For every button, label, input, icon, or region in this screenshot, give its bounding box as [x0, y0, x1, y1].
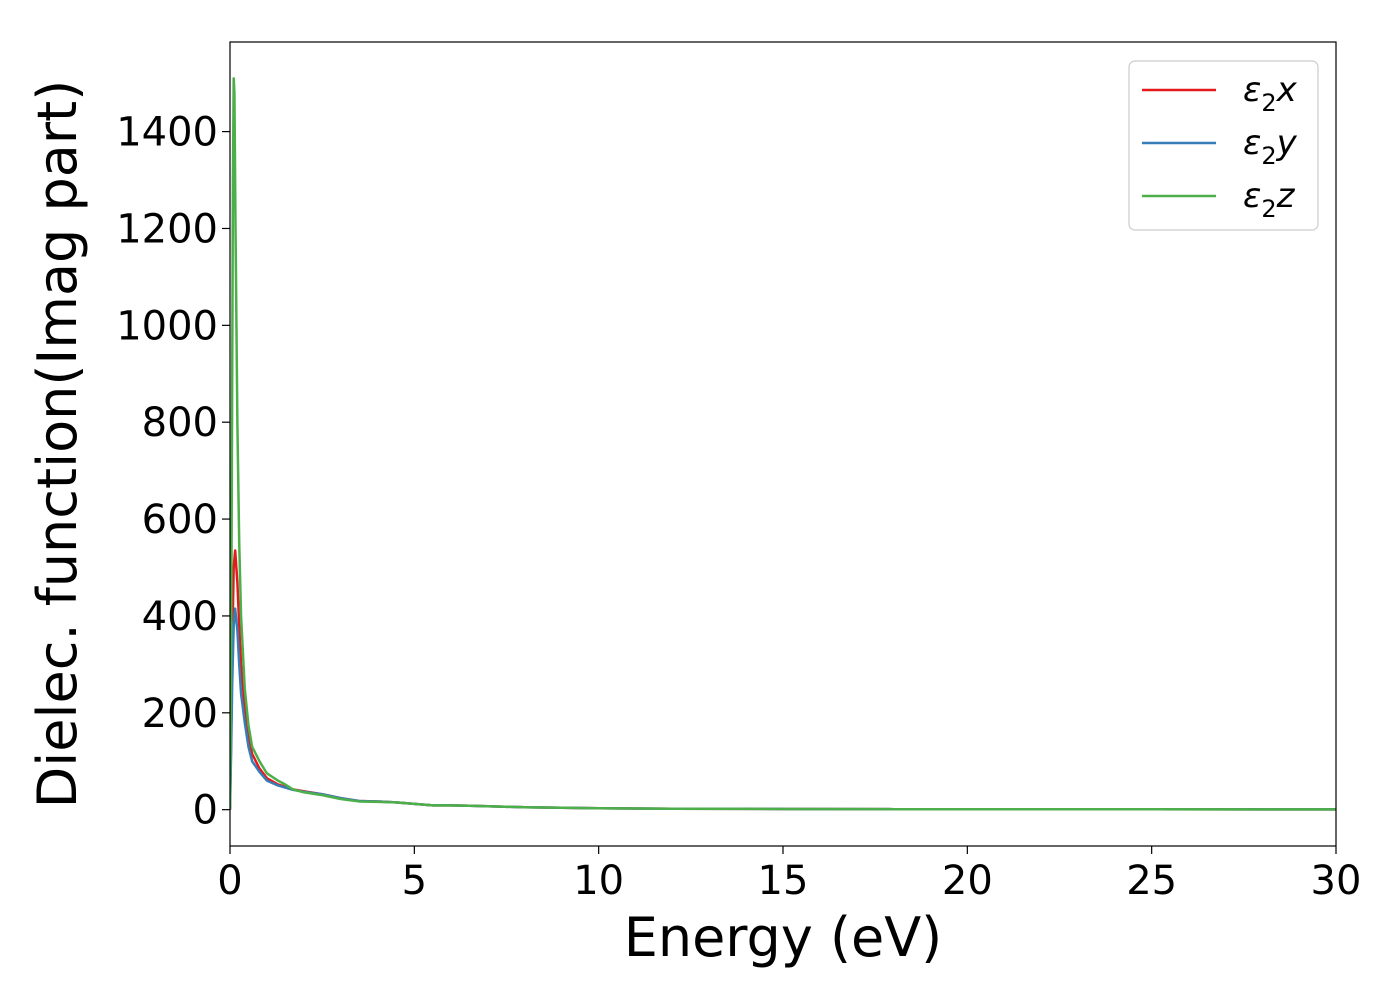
legend-item: ε2z: [1142, 176, 1296, 223]
x-tick-label: 0: [217, 858, 242, 904]
y-tick-label: 200: [142, 691, 218, 737]
series-line-z: [230, 77, 1336, 811]
x-tick-label: 20: [942, 858, 993, 904]
legend-label: ε2z: [1243, 176, 1296, 223]
y-axis-label: Dielec. function(Imag part): [26, 80, 89, 809]
series-line-y: [230, 607, 1336, 811]
legend-item: ε2x: [1142, 70, 1298, 117]
legend-item: ε2y: [1142, 123, 1298, 170]
y-tick-label: 1200: [116, 206, 218, 252]
y-axis: 0 200 400 600 800 1000 1200 1400: [116, 110, 230, 834]
x-tick-label: 5: [402, 858, 427, 904]
y-tick-label: 1000: [116, 303, 218, 349]
y-tick-label: 1400: [116, 110, 218, 156]
y-tick-label: 600: [142, 497, 218, 543]
x-tick-label: 10: [573, 858, 624, 904]
y-tick-label: 800: [142, 400, 218, 446]
x-axis: 0 5 10 15 20 25 30: [217, 846, 1361, 904]
legend-label: ε2y: [1243, 123, 1298, 170]
x-tick-label: 25: [1126, 858, 1177, 904]
y-tick-label: 0: [193, 788, 218, 834]
legend: ε2x ε2y ε2z: [1128, 60, 1319, 231]
legend-label: ε2x: [1243, 70, 1298, 117]
x-axis-label: Energy (eV): [624, 906, 943, 969]
y-tick-label: 400: [142, 594, 218, 640]
x-tick-label: 30: [1311, 858, 1362, 904]
legend-box: [1128, 60, 1319, 231]
plot-frame: [229, 41, 1337, 847]
series-line-x: [230, 549, 1336, 811]
plot-area: [230, 77, 1336, 811]
x-tick-label: 15: [758, 858, 809, 904]
